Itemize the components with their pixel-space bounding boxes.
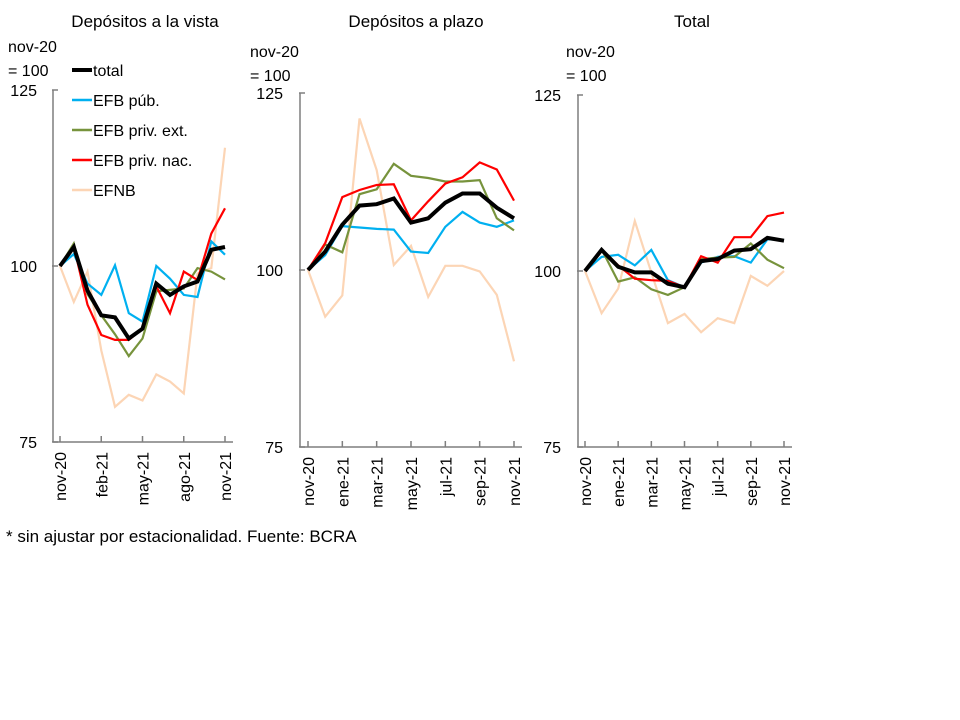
y-tick-label: 75 <box>265 440 283 457</box>
series-line-total <box>583 235 785 290</box>
x-tick-label: ene-21 <box>335 457 352 507</box>
x-tick-label: may-21 <box>678 457 695 510</box>
chart-title: Total <box>674 12 710 31</box>
chart-panel-1: Depósitos a la vista nov-20 = 100 75 100 125 n… <box>8 12 235 505</box>
x-tick-label: sep-21 <box>473 457 490 506</box>
chart-title: Depósitos a plazo <box>348 12 483 31</box>
y-tick-label: 100 <box>256 263 283 280</box>
x-tick-label: nov-21 <box>218 452 235 501</box>
x-tick-label: ago-21 <box>177 452 194 502</box>
y-tick-label: 125 <box>534 88 561 105</box>
y-axis-label: nov-20 <box>8 39 57 56</box>
x-tick-label: nov-21 <box>777 457 794 506</box>
x-tick-label: nov-20 <box>53 452 70 501</box>
y-axis-label: = 100 <box>250 68 291 85</box>
x-tick-label: may-21 <box>404 457 421 510</box>
legend-label: EFB priv. nac. <box>93 153 192 170</box>
series-line-efb-priv-ext- <box>59 240 226 359</box>
x-tick-label: mar-21 <box>370 457 387 508</box>
x-tick-label: nov-20 <box>578 457 595 506</box>
legend-label: EFB púb. <box>93 93 160 110</box>
series-line-efb-priv-ext- <box>307 162 515 271</box>
y-tick-label: 125 <box>256 86 283 103</box>
x-tick-label: feb-21 <box>94 452 111 497</box>
series-line-efb-priv-nac- <box>307 161 515 271</box>
y-axis-label: nov-20 <box>250 44 299 61</box>
legend-label: EFB priv. ext. <box>93 123 188 140</box>
y-tick-label: 75 <box>543 440 561 457</box>
y-axis-label: = 100 <box>8 63 49 80</box>
x-tick-label: ene-21 <box>611 457 628 507</box>
x-tick-label: may-21 <box>136 452 153 505</box>
y-axis-label: nov-20 <box>566 44 615 61</box>
series-line-efnb <box>583 216 785 334</box>
series-line-total <box>58 242 226 342</box>
chart-panel-3: Total nov-20 = 100 75 100 125 nov-20 ene-21 mar-… <box>534 12 794 510</box>
footnote: * sin ajustar por estacionalidad. Fuente… <box>6 527 357 546</box>
y-axis-label: = 100 <box>566 68 607 85</box>
x-tick-label: sep-21 <box>744 457 761 506</box>
y-tick-label: 100 <box>10 259 37 276</box>
chart-title: Depósitos a la vista <box>71 12 219 31</box>
y-tick-label: 125 <box>10 83 37 100</box>
series-line-efnb <box>58 147 227 409</box>
x-tick-label: nov-21 <box>507 457 524 506</box>
legend-label: EFNB <box>93 183 136 200</box>
chart-panel-2: Depósitos a plazo nov-20 = 100 75 100 125 nov-… <box>250 12 524 510</box>
x-tick-label: nov-20 <box>301 457 318 506</box>
y-tick-label: 75 <box>19 435 37 452</box>
x-tick-label: jul-21 <box>438 457 455 497</box>
x-tick-label: mar-21 <box>644 457 661 508</box>
series-line-efnb <box>306 118 516 362</box>
x-tick-label: jul-21 <box>711 457 728 497</box>
series-line-total <box>306 191 516 272</box>
y-tick-label: 100 <box>534 264 561 281</box>
legend-label: total <box>93 63 123 80</box>
